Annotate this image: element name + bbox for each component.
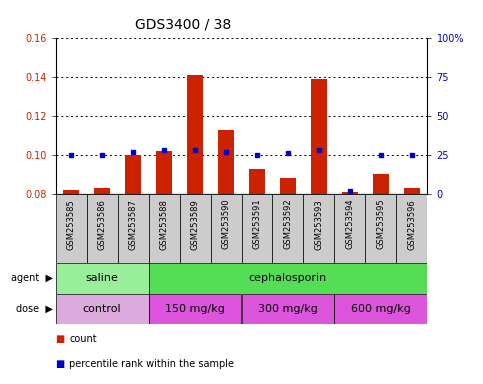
Text: cephalosporin: cephalosporin	[249, 273, 327, 283]
Text: GSM253595: GSM253595	[376, 199, 385, 249]
Text: GSM253589: GSM253589	[190, 199, 199, 250]
Bar	[303, 194, 334, 263]
Text: ■: ■	[56, 334, 65, 344]
Bar	[180, 194, 211, 263]
Bar	[272, 194, 303, 263]
Text: 150 mg/kg: 150 mg/kg	[165, 304, 225, 314]
Text: 300 mg/kg: 300 mg/kg	[258, 304, 318, 314]
Text: ■: ■	[56, 359, 65, 369]
Bar	[242, 194, 272, 263]
Text: GSM253591: GSM253591	[253, 199, 261, 249]
Bar	[404, 188, 420, 349]
Bar	[156, 151, 172, 349]
Text: saline: saline	[85, 273, 118, 283]
Text: dose  ▶: dose ▶	[16, 304, 53, 314]
Text: GSM253588: GSM253588	[159, 199, 169, 250]
Bar	[86, 194, 117, 263]
Bar	[242, 294, 334, 324]
Bar	[334, 194, 366, 263]
Text: GDS3400 / 38: GDS3400 / 38	[135, 17, 232, 31]
Text: GSM253586: GSM253586	[98, 199, 107, 250]
Bar	[63, 190, 79, 349]
Bar	[117, 194, 149, 263]
Bar	[187, 75, 203, 349]
Text: count: count	[69, 334, 97, 344]
Bar	[366, 194, 397, 263]
Bar	[334, 294, 427, 324]
Bar	[56, 294, 149, 324]
Bar	[211, 194, 242, 263]
Bar	[218, 130, 234, 349]
Bar	[149, 263, 427, 294]
Text: GSM253587: GSM253587	[128, 199, 138, 250]
Bar	[149, 294, 242, 324]
Text: 600 mg/kg: 600 mg/kg	[351, 304, 411, 314]
Bar	[397, 194, 427, 263]
Text: control: control	[83, 304, 121, 314]
Bar	[249, 169, 265, 349]
Bar	[56, 194, 86, 263]
Text: percentile rank within the sample: percentile rank within the sample	[69, 359, 234, 369]
Bar	[125, 155, 141, 349]
Text: GSM253596: GSM253596	[408, 199, 416, 250]
Text: agent  ▶: agent ▶	[11, 273, 53, 283]
Text: GSM253585: GSM253585	[67, 199, 75, 250]
Text: GSM253594: GSM253594	[345, 199, 355, 249]
Text: GSM253590: GSM253590	[222, 199, 230, 249]
Text: GSM253592: GSM253592	[284, 199, 293, 249]
Bar	[56, 263, 149, 294]
Bar	[373, 174, 389, 349]
Bar	[342, 192, 358, 349]
Bar	[94, 188, 110, 349]
Bar	[311, 79, 327, 349]
Text: GSM253593: GSM253593	[314, 199, 324, 250]
Bar	[280, 179, 296, 349]
Bar	[149, 194, 180, 263]
